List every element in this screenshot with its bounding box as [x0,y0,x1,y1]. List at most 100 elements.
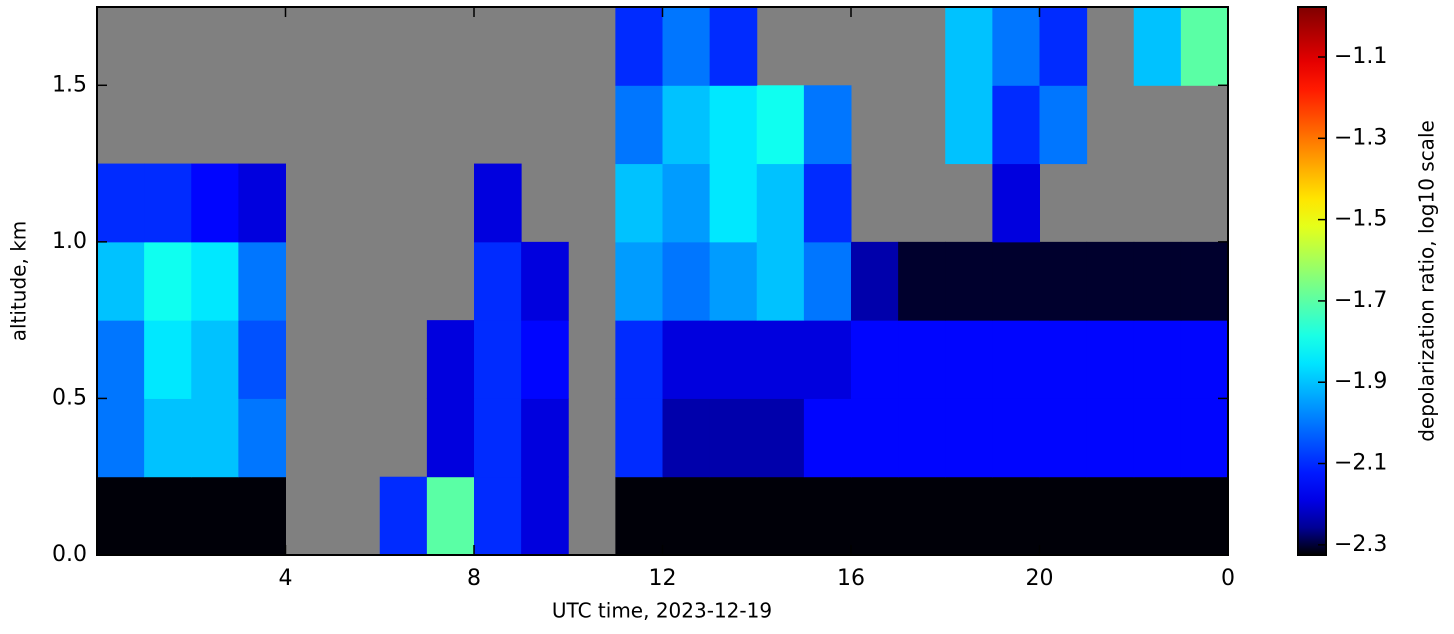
x-tick-label: 8 [467,566,481,591]
heatmap-cell [1133,241,1182,321]
heatmap-cell [191,163,239,243]
heatmap-cell [898,476,946,556]
y-tick-label: 0.0 [52,542,87,567]
heatmap-cell [662,476,711,556]
heatmap-cell [1039,476,1088,556]
heatmap-cell [615,163,663,243]
heatmap-cell [1039,85,1088,165]
heatmap-cell [1133,398,1182,478]
heatmap-cell [474,320,522,399]
heatmap-cell [1039,241,1088,321]
heatmap-cell [898,320,946,399]
heatmap-cell [992,320,1040,399]
heatmap-cell [803,241,852,321]
heatmap-cell [709,241,758,321]
heatmap-cell [426,476,475,556]
heatmap-cell [851,320,899,399]
y-tick-label: 0.5 [52,385,87,410]
heatmap-cell [521,241,569,321]
colorbar-tick-label: −1.5 [1334,207,1387,232]
heatmap-cell [144,241,192,321]
heatmap-cell [1086,398,1135,478]
heatmap-cell [238,398,286,478]
heatmap-cell [615,398,663,478]
colorbar-label: depolarization ratio, log10 scale [1415,120,1439,442]
heatmap-cell [97,398,145,478]
heatmap-cell [1180,476,1229,556]
heatmap-cell [238,476,286,556]
heatmap-cell [898,398,946,478]
heatmap-cell [945,320,993,399]
y-axis-label: altitude, km [7,221,31,342]
heatmap-cell [615,320,663,399]
y-tick-label: 1.5 [52,72,87,97]
heatmap-cell [709,476,758,556]
heatmap-cell [191,241,239,321]
heatmap-cell [945,241,993,321]
heatmap-cell [756,241,805,321]
heatmap-cell [521,398,569,478]
heatmap-cell [379,476,428,556]
heatmap-cell [662,241,711,321]
x-tick-label: 16 [837,566,865,591]
heatmap-cell [238,163,286,243]
heatmap-cell [238,320,286,399]
heatmap-cell [756,85,805,165]
colorbar [1297,6,1327,556]
heatmap-cell [756,398,805,478]
heatmap-cell [756,320,805,399]
heatmap-cell [709,85,758,165]
heatmap-cell [803,320,852,399]
heatmap-cell [662,7,711,86]
heatmap-cell [1039,320,1088,399]
colorbar-tick-label: −1.1 [1334,44,1387,69]
heatmap-cell [709,7,758,86]
heatmap-cell [1086,476,1135,556]
heatmap-cell [97,476,145,556]
heatmap-cell [1180,320,1229,399]
heatmap-cell [1039,398,1088,478]
heatmap-cell [756,163,805,243]
heatmap-cell [1180,7,1229,86]
heatmap-cell [803,163,852,243]
colorbar-tick-label: −1.9 [1334,369,1387,394]
colorbar-tick-label: −1.3 [1334,125,1387,150]
heatmap-cell [662,85,711,165]
x-axis-label: UTC time, 2023-12-19 [552,599,772,623]
heatmap-cell [803,476,852,556]
heatmap-cell [1086,320,1135,399]
heatmap-cell [662,163,711,243]
heatmap-cell [1086,241,1135,321]
heatmap-cell [144,163,192,243]
x-tick-label: 4 [279,566,293,591]
heatmap-cell [992,398,1040,478]
heatmap-cell [191,320,239,399]
heatmap-cell [474,398,522,478]
heatmap-cell [97,320,145,399]
heatmap-cell [1039,7,1088,86]
heatmap-cell [615,241,663,321]
heatmap-cell [1133,476,1182,556]
heatmap-cell [709,163,758,243]
heatmap-cell [521,320,569,399]
colorbar-tick-label: −2.3 [1334,532,1387,557]
heatmap-cell [851,476,899,556]
heatmap-cell [144,398,192,478]
colorbar-tick-label: −2.1 [1334,451,1387,476]
y-tick-label: 1.0 [52,229,87,254]
heatmap-cell [709,398,758,478]
heatmap-cell [474,163,522,243]
heatmap-cell [898,241,946,321]
heatmap-cell [803,398,852,478]
heatmap-cell [615,476,663,556]
heatmap-cell [97,241,145,321]
heatmap-cell [426,320,475,399]
heatmap-cell [851,241,899,321]
heatmap-cell [144,320,192,399]
heatmap-cell [521,476,569,556]
heatmap-cell [992,163,1040,243]
heatmap-cell [851,398,899,478]
heatmap-cell [426,398,475,478]
heatmap-cell [945,398,993,478]
heatmap-cell [803,85,852,165]
